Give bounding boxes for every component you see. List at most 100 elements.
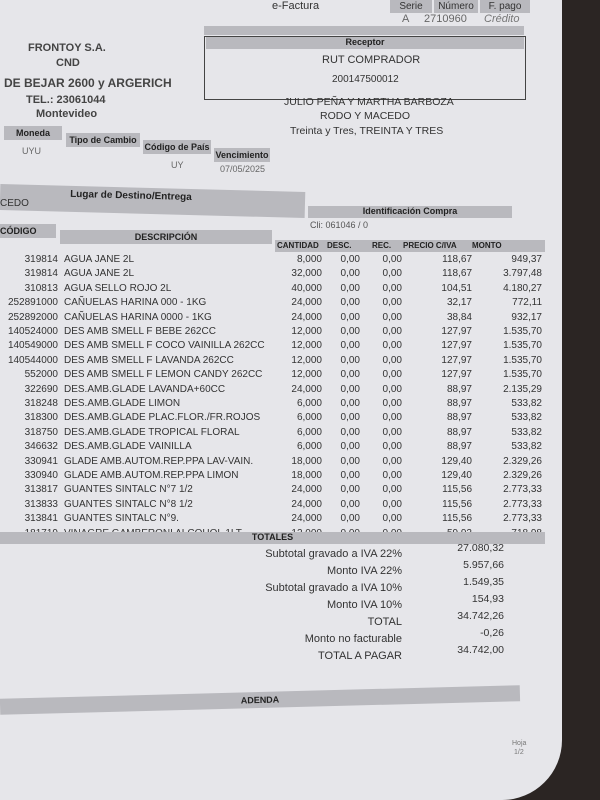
item-amount: 2.135,29: [503, 383, 542, 395]
item-price: 127,97: [441, 326, 472, 337]
table-row: 346632 DES.AMB.GLADE VAINILLA 6,000 0,00 0,0…: [0, 441, 560, 456]
total-label: Monto IVA 22%: [326, 565, 402, 577]
total-value: 1.549,35: [463, 576, 504, 588]
item-price: 88,97: [446, 383, 472, 395]
item-discount: 0,00: [340, 412, 360, 424]
item-description: DES.AMB.GLADE TROPICAL FLORAL: [64, 426, 240, 438]
item-description: GUANTES SINTALC N°7 1/2: [64, 484, 193, 496]
invoice-paper: e-Factura Serie Número F. pago A 2710960…: [0, 0, 562, 800]
total-value: 34.742,26: [457, 610, 504, 622]
item-price: 88,97: [446, 398, 472, 409]
item-code: 313817: [24, 484, 58, 496]
item-price: 88,97: [446, 426, 472, 438]
total-label: TOTAL A PAGAR: [318, 650, 402, 662]
item-code: 330941: [24, 455, 58, 467]
item-code: 140544000: [7, 354, 58, 366]
item-surcharge: 0,00: [382, 470, 402, 481]
item-description: DES AMB SMELL F LAVANDA 262CC: [64, 354, 234, 366]
item-discount: 0,00: [340, 311, 360, 323]
item-quantity: 6,000: [296, 412, 322, 424]
total-label: TOTAL: [367, 616, 402, 628]
item-discount: 0,00: [340, 484, 360, 496]
compra-label: Identificación Compra: [308, 206, 512, 218]
table-row: 318750 DES.AMB.GLADE TROPICAL FLORAL 6,000…: [0, 427, 560, 442]
item-price: 115,56: [442, 513, 472, 525]
pais-value: UY: [171, 160, 184, 170]
item-surcharge: 0,00: [382, 369, 402, 381]
total-value: 34.742,00: [457, 644, 504, 656]
item-amount: 1.535,70: [503, 326, 542, 337]
item-surcharge: 0,00: [382, 426, 402, 438]
table-row: 252891000 CAÑUELAS HARINA 000 - 1KG 24,000…: [0, 297, 560, 312]
item-description: AGUA JANE 2L: [64, 254, 135, 265]
item-surcharge: 0,00: [382, 484, 402, 496]
emisor-address: DE BEJAR 2600 y ARGERICH: [4, 76, 172, 90]
item-price: 118,67: [442, 254, 472, 265]
total-value: -0,26: [480, 627, 504, 639]
emisor-city: Montevideo: [36, 108, 98, 120]
table-row: 330941 GLADE AMB.AUTOM.REP.PPA LAV-VAIN. 1…: [0, 456, 560, 471]
item-discount: 0,00: [340, 513, 360, 525]
item-code: 252892000: [7, 311, 58, 323]
item-description: DES AMB SMELL F LEMON CANDY 262CC: [64, 369, 263, 381]
item-price: 115,56: [442, 498, 472, 510]
item-amount: 533,82: [511, 426, 542, 438]
total-value: 5.957,66: [463, 559, 504, 571]
item-description: DES.AMB.GLADE LAVANDA+60CC: [64, 383, 226, 395]
item-price: 115,56: [442, 484, 472, 496]
rut-label: RUT COMPRADOR: [322, 54, 421, 66]
numero-value: 2710960: [424, 13, 467, 25]
item-discount: 0,00: [340, 470, 360, 481]
item-code: 252891000: [7, 297, 58, 309]
item-quantity: 40,000: [291, 282, 322, 294]
item-code: 346632: [24, 441, 58, 453]
table-header: CANTIDAD DESC. REC. PRECIO C/IVA MONTO: [275, 240, 545, 252]
item-quantity: 18,000: [291, 470, 322, 481]
totales-title: TOTALES: [0, 532, 545, 544]
item-description: DES.AMB.GLADE LIMON: [64, 398, 181, 409]
table-row: 313833 GUANTES SINTALC N°8 1/2 24,000 0,00 0…: [0, 499, 560, 514]
receptor-title: Receptor: [206, 37, 524, 49]
item-amount: 1.535,70: [503, 354, 542, 366]
item-code: 318300: [24, 412, 58, 424]
item-price: 127,97: [441, 369, 472, 381]
item-surcharge: 0,00: [382, 383, 402, 395]
item-amount: 1.535,70: [503, 340, 542, 352]
item-quantity: 12,000: [291, 369, 322, 381]
fpago-label: F. pago: [480, 0, 530, 13]
table-row: 318300 DES.AMB.GLADE PLAC.FLOR./FR.ROJOS 6…: [0, 412, 560, 427]
item-discount: 0,00: [340, 326, 360, 337]
item-discount: 0,00: [340, 254, 360, 265]
table-row: 140544000 DES AMB SMELL F LAVANDA 262CC 12…: [0, 355, 560, 370]
item-amount: 2.773,33: [503, 513, 542, 525]
col-desc: DESC.: [327, 241, 352, 250]
fpago-value: Crédito: [484, 13, 520, 25]
item-surcharge: 0,00: [382, 326, 402, 337]
item-code: 319814: [24, 254, 58, 265]
table-row: 140549000 DES AMB SMELL F COCO VAINILLA 2…: [0, 340, 560, 355]
item-surcharge: 0,00: [382, 311, 402, 323]
item-description: DES.AMB.GLADE VAINILLA: [64, 441, 192, 453]
item-quantity: 24,000: [291, 297, 322, 309]
item-description: AGUA JANE 2L: [64, 268, 135, 280]
col-precio: PRECIO C/IVA: [403, 241, 457, 250]
destino-label: Lugar de Destino/Entrega: [0, 184, 306, 218]
col-rec: REC.: [372, 241, 392, 250]
item-code: 313833: [24, 498, 58, 510]
item-quantity: 8,000: [296, 254, 322, 265]
item-quantity: 24,000: [291, 513, 322, 525]
item-price: 32,17: [446, 297, 472, 309]
compra-value: Cli: 061046 / 0: [310, 220, 369, 230]
item-surcharge: 0,00: [382, 340, 402, 352]
item-price: 129,40: [441, 455, 472, 467]
table-row: 552000 DES AMB SMELL F LEMON CANDY 262CC 1…: [0, 369, 560, 384]
table-row: 252892000 CAÑUELAS HARINA 0000 - 1KG 24,00…: [0, 312, 560, 327]
item-discount: 0,00: [340, 268, 360, 280]
serie-value: A: [402, 13, 410, 25]
table-row: 319814 AGUA JANE 2L 8,000 0,00 0,00 118,67 949…: [0, 254, 560, 269]
destino-value: CEDO: [0, 198, 29, 209]
item-quantity: 24,000: [291, 498, 322, 510]
item-amount: 4.180,27: [503, 282, 542, 294]
item-amount: 772,11: [512, 297, 542, 309]
item-price: 118,67: [442, 268, 472, 280]
